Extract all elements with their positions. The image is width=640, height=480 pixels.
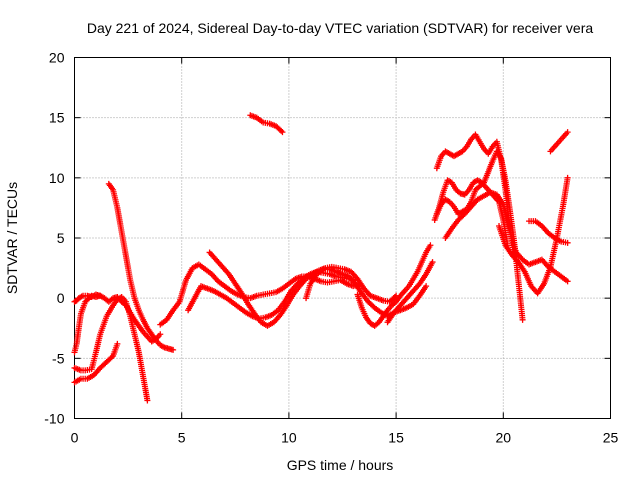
series-arc8 (206, 249, 400, 329)
x-tick-label: 15 (388, 430, 404, 446)
gridlines (74, 57, 611, 419)
data-points (71, 112, 571, 404)
series-arc19 (547, 129, 571, 155)
data-point (144, 397, 151, 404)
data-point (564, 174, 571, 181)
x-tick-label: 0 (71, 430, 79, 446)
y-tick-label: 0 (57, 290, 65, 306)
data-point (97, 292, 104, 299)
axis-ticks: 0 5 10 15 20 25 -10 -5 0 5 10 15 20 (44, 50, 618, 446)
data-point (519, 316, 526, 323)
data-point (114, 340, 121, 347)
data-point (157, 331, 164, 338)
data-point (429, 259, 436, 266)
y-tick-label: 10 (49, 170, 65, 186)
y-tick-label: 15 (49, 110, 65, 126)
series-arc3 (71, 340, 121, 386)
series-arc2 (71, 292, 104, 356)
data-point (423, 283, 430, 290)
chart-title: Day 221 of 2024, Sidereal Day-to-day VTE… (87, 20, 593, 36)
series-arc5 (105, 180, 177, 353)
y-tick-label: -10 (44, 411, 64, 427)
y-tick-label: 5 (57, 230, 65, 246)
x-tick-label: 25 (603, 430, 619, 446)
data-point (108, 354, 115, 361)
series-arc18 (526, 218, 571, 246)
x-tick-label: 20 (496, 430, 512, 446)
y-axis-label: SDTVAR / TECUs (4, 182, 20, 294)
data-point (427, 242, 434, 249)
data-point (170, 346, 177, 353)
y-tick-label: -5 (52, 350, 65, 366)
data-point (564, 239, 571, 246)
series-arc12 (247, 112, 286, 136)
y-tick-label: 20 (49, 50, 65, 66)
data-point (278, 127, 285, 134)
series-arc4 (71, 293, 151, 404)
x-axis-label: GPS time / hours (287, 457, 394, 473)
data-point (279, 129, 286, 136)
series-arc11 (384, 259, 436, 326)
plot-frame (74, 57, 611, 419)
x-tick-label: 10 (281, 430, 297, 446)
series-arc16 (442, 189, 571, 285)
series-arc10 (354, 242, 434, 329)
data-point (564, 129, 571, 136)
x-tick-label: 5 (178, 430, 186, 446)
data-point (564, 278, 571, 285)
